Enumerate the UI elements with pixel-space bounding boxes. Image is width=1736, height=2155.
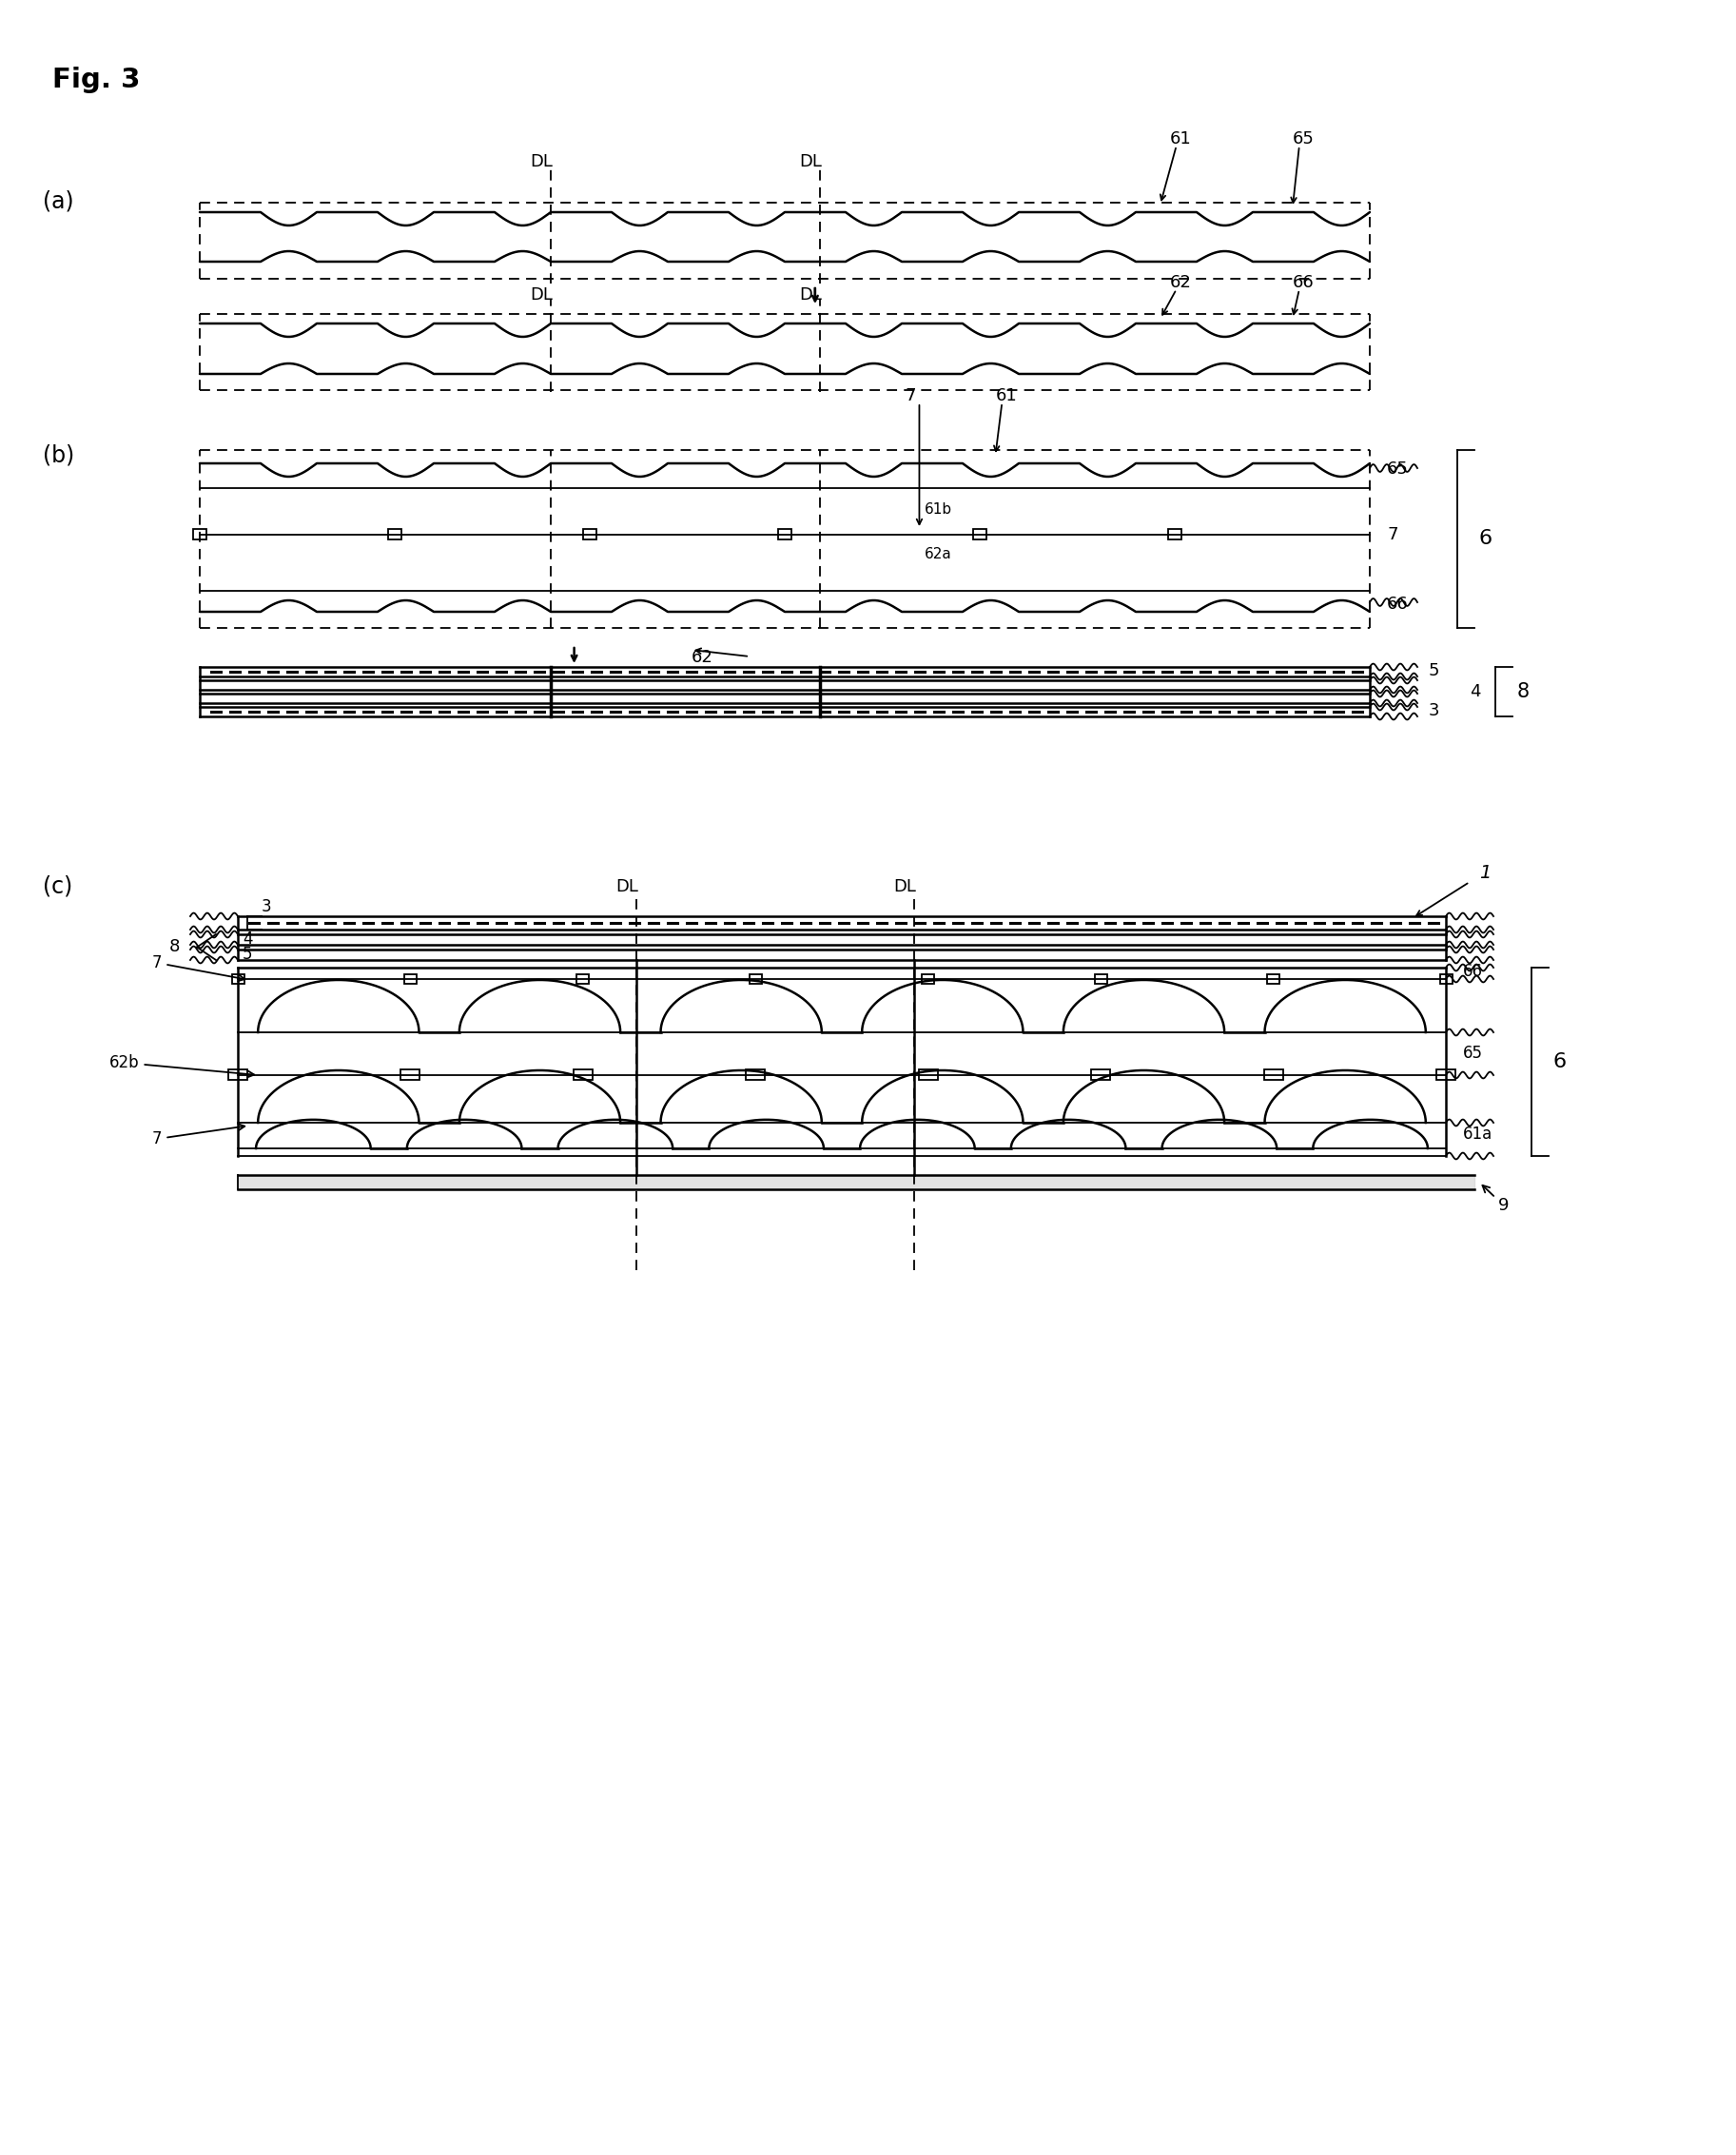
Bar [576, 974, 589, 985]
Text: 8: 8 [1517, 683, 1529, 700]
Bar [1094, 974, 1108, 985]
Bar [404, 974, 417, 985]
Bar [750, 974, 762, 985]
Text: 62b: 62b [109, 1054, 253, 1078]
Text: 5: 5 [243, 946, 252, 963]
Text: 65: 65 [1293, 129, 1314, 147]
Bar [974, 530, 986, 541]
Bar [1168, 530, 1182, 541]
Text: 61a: 61a [1463, 1125, 1493, 1142]
Text: 9: 9 [1483, 1185, 1509, 1213]
Text: DL: DL [799, 153, 821, 170]
Text: 61: 61 [995, 388, 1017, 405]
Text: 8: 8 [168, 940, 179, 955]
Text: 7: 7 [904, 388, 917, 405]
Text: 3: 3 [1429, 703, 1439, 720]
Text: 61b: 61b [924, 502, 951, 517]
Text: Fig. 3: Fig. 3 [52, 67, 141, 93]
Text: DL: DL [529, 153, 552, 170]
Text: DL: DL [799, 287, 821, 304]
Bar [1264, 1069, 1283, 1080]
Bar [231, 974, 245, 985]
Bar [573, 1069, 592, 1080]
Text: 62: 62 [1170, 274, 1191, 291]
Text: 66: 66 [1387, 595, 1408, 612]
Text: 7: 7 [153, 1125, 245, 1146]
Bar [389, 530, 401, 541]
Text: 61: 61 [1170, 129, 1191, 147]
Bar [922, 974, 934, 985]
Text: 6: 6 [1479, 530, 1493, 550]
Text: 7: 7 [153, 955, 245, 981]
Text: 66: 66 [1293, 274, 1314, 291]
Text: DL: DL [616, 879, 639, 894]
Bar [746, 1069, 766, 1080]
Text: 7: 7 [1387, 526, 1397, 543]
Bar [1267, 974, 1279, 985]
Text: 5: 5 [1429, 662, 1439, 679]
Bar [229, 1069, 247, 1080]
Text: 4: 4 [243, 931, 252, 948]
Text: 4: 4 [1470, 683, 1481, 700]
Text: 1: 1 [1479, 864, 1491, 881]
Text: DL: DL [894, 879, 917, 894]
Text: (b): (b) [43, 444, 75, 468]
Text: 66: 66 [1463, 963, 1483, 981]
Text: 65: 65 [1463, 1045, 1483, 1062]
Text: 3: 3 [262, 899, 271, 916]
Text: (c): (c) [43, 875, 73, 899]
Text: 65: 65 [1387, 461, 1408, 478]
Text: 62: 62 [691, 649, 713, 666]
Bar [583, 530, 597, 541]
Text: DL: DL [529, 287, 552, 304]
Text: 62a: 62a [924, 547, 951, 560]
Bar [1092, 1069, 1111, 1080]
Bar [1436, 1069, 1455, 1080]
Bar [401, 1069, 420, 1080]
Bar [918, 1069, 937, 1080]
Bar [1439, 974, 1451, 985]
Text: 6: 6 [1554, 1052, 1568, 1071]
Bar [778, 530, 792, 541]
Bar [193, 530, 207, 541]
Text: (a): (a) [43, 190, 75, 213]
